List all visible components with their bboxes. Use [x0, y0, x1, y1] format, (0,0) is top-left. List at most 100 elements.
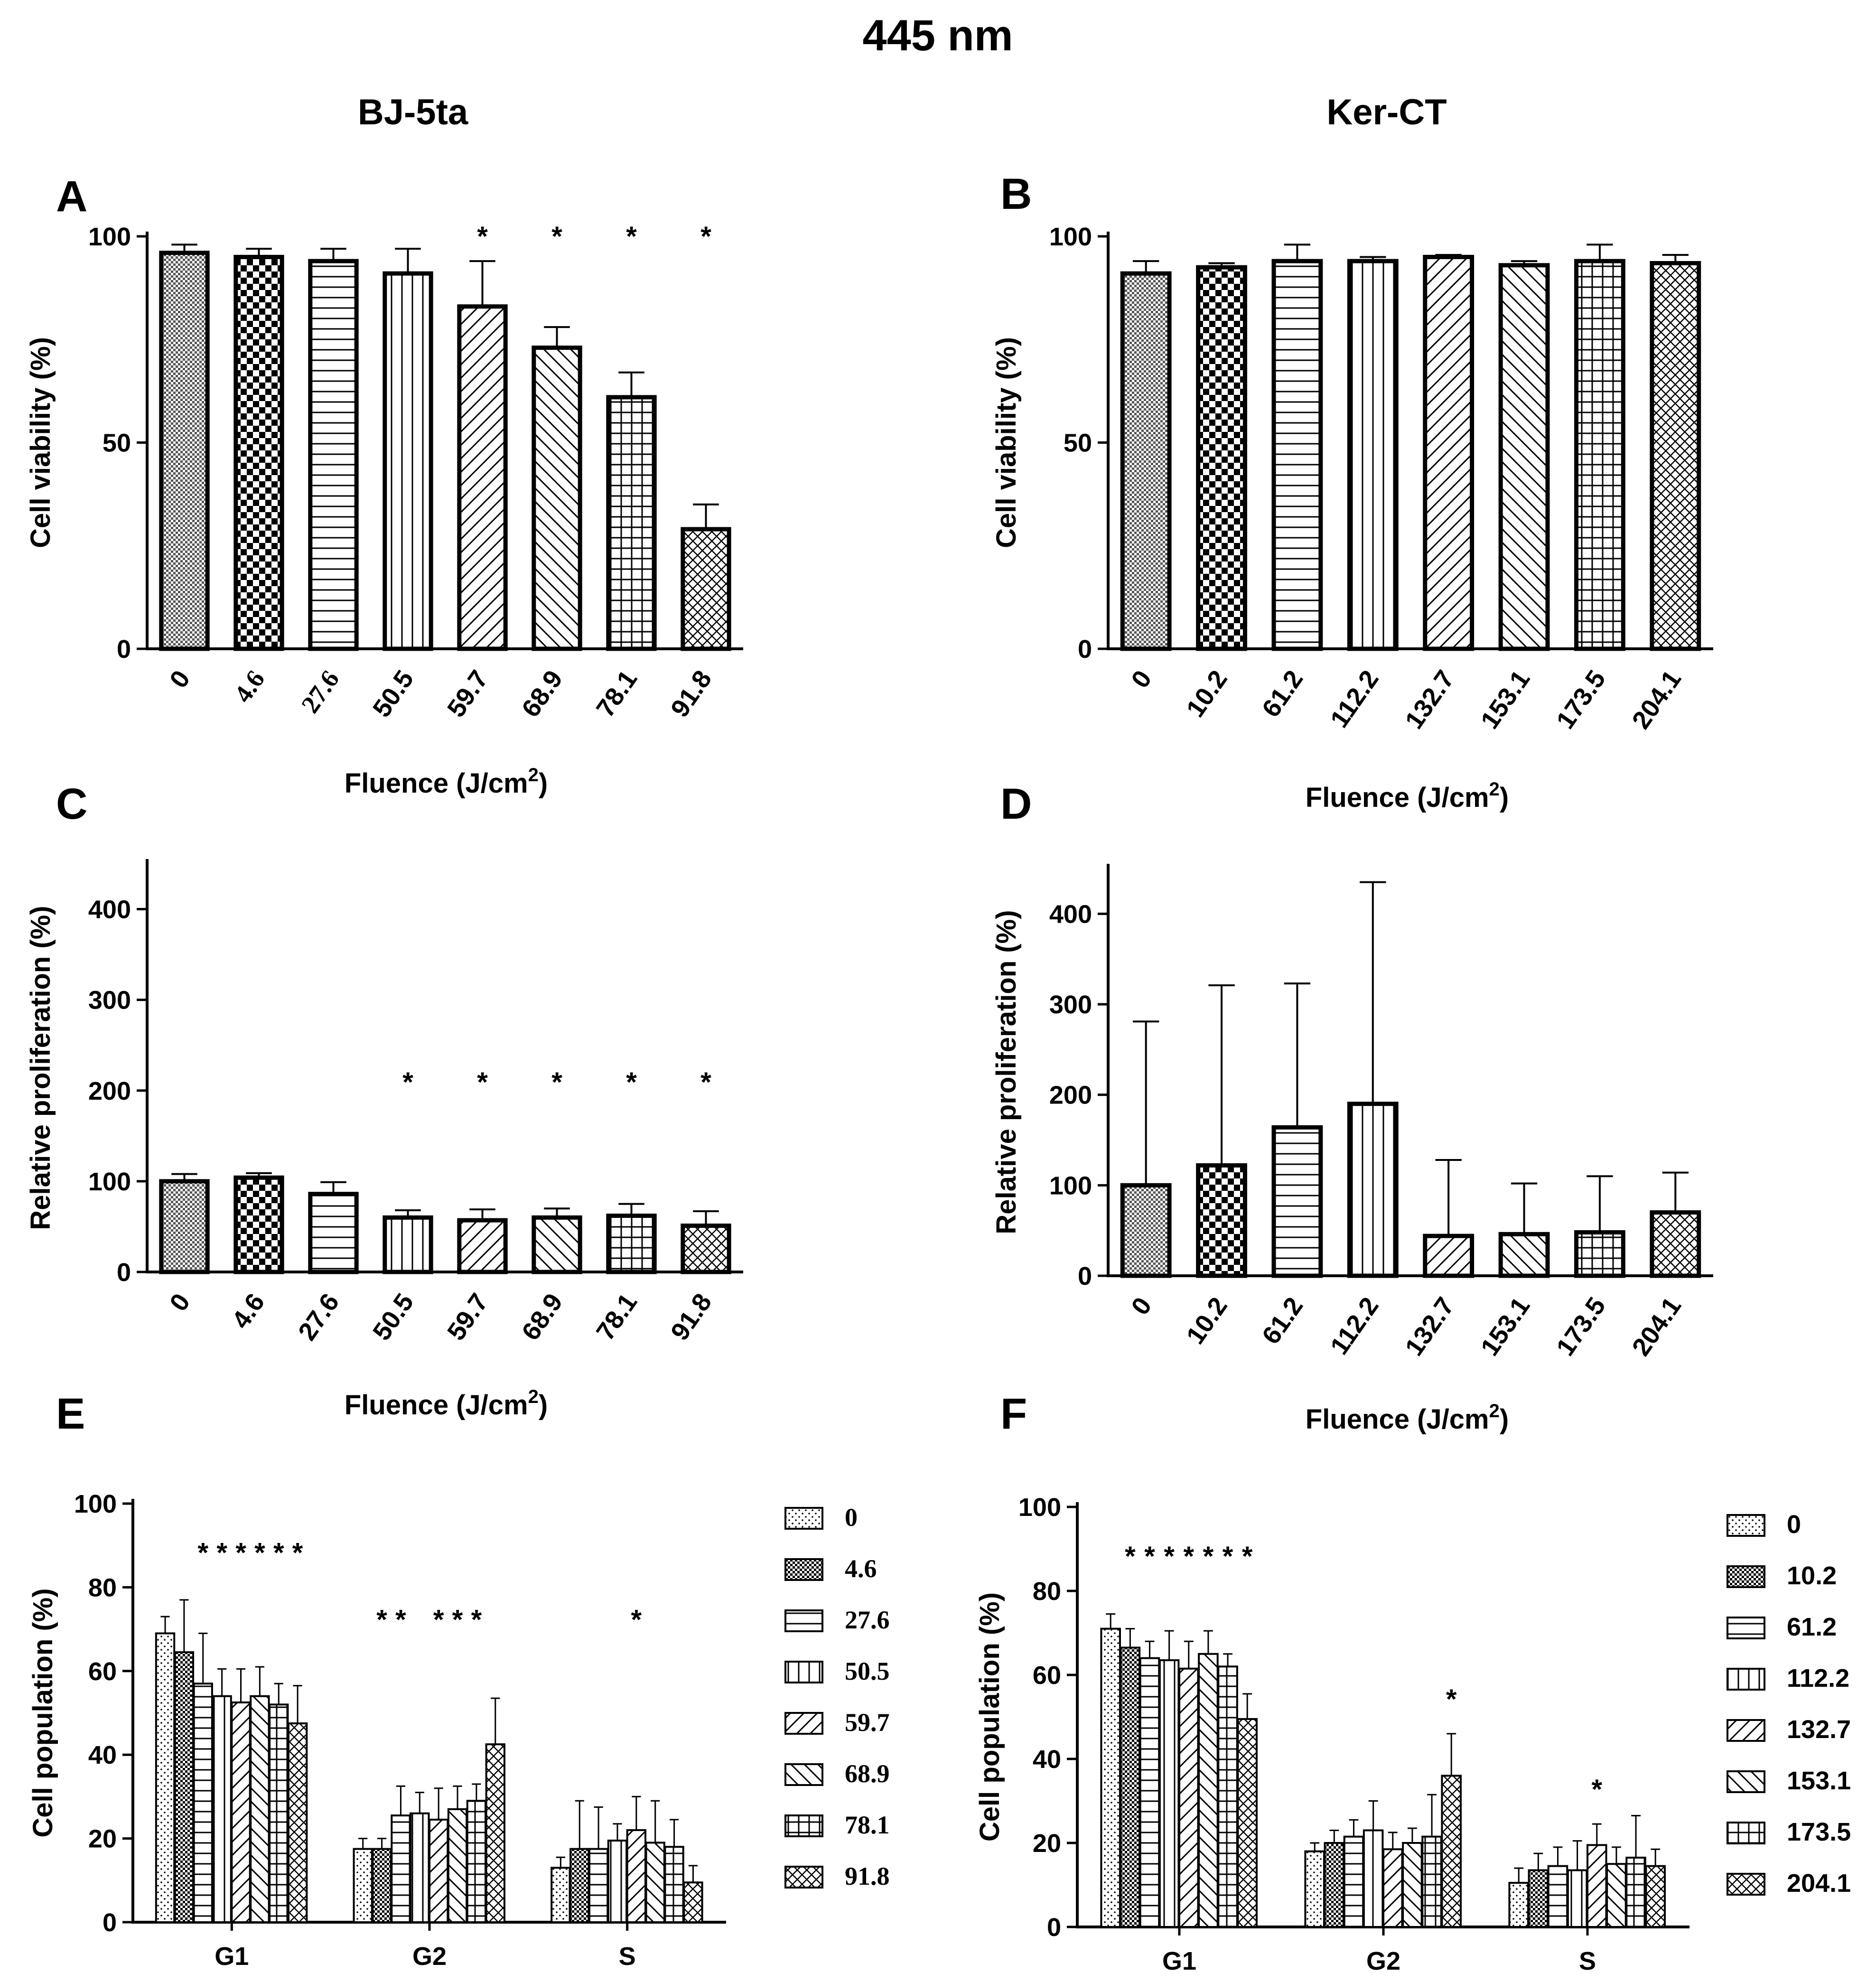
significance-star: * [700, 221, 711, 252]
y-tick-label: 40 [1033, 1745, 1061, 1774]
bar [606, 1214, 657, 1274]
panel-c-chart: C 0 100 200 300 400 Relative proliferation (%)… [25, 780, 743, 1421]
panel-a-chart: A 0 50 100 Cell viability (%) 0 4.6 27.6 50.5 * 59… [25, 172, 743, 799]
x-tick-label: 61.2 [1257, 1292, 1308, 1349]
bar [1120, 1183, 1172, 1278]
significance-star: * [1446, 1684, 1457, 1715]
bar [606, 395, 657, 651]
y-tick-label: 200 [1049, 1081, 1092, 1110]
bar [308, 259, 359, 651]
x-tick-label: 68.9 [516, 1288, 568, 1346]
significance-star: * [197, 1537, 208, 1568]
x-axis-title: Fluence (J/cm2) [345, 765, 548, 799]
significance-star: * [626, 1067, 637, 1098]
legend-swatch [1727, 1617, 1765, 1639]
y-tick-label: 200 [88, 1077, 131, 1105]
y-tick-label: 100 [88, 223, 131, 251]
panel-letter-e: E [56, 1390, 85, 1438]
bar [1421, 1835, 1442, 1928]
x-axis-title-end: ) [1500, 1404, 1509, 1435]
y-tick-label: 0 [1047, 1913, 1061, 1942]
bar [1196, 1163, 1247, 1278]
legend-swatch [1727, 1822, 1765, 1844]
legend-swatch [784, 1866, 823, 1889]
bar [1217, 1665, 1238, 1928]
bar [1645, 1865, 1666, 1928]
x-tick-label: S [619, 1942, 636, 1971]
panel-d-chart: D 0 100 200 300 400 Relative proliferation (%)… [991, 780, 1713, 1435]
y-tick-label: 0 [117, 1258, 131, 1287]
x-tick-label: G2 [1366, 1947, 1400, 1975]
bar [159, 251, 210, 651]
bar [429, 1818, 449, 1923]
column-title-bj5ta: BJ-5ta [358, 92, 468, 132]
y-tick-label: 300 [88, 986, 131, 1015]
bar [1347, 259, 1399, 651]
bar [372, 1848, 392, 1923]
y-tick-label: 20 [88, 1825, 117, 1853]
x-tick-label: 0 [1126, 665, 1157, 693]
bar [681, 527, 731, 651]
legend-label: 27.6 [845, 1606, 890, 1634]
bar [1100, 1627, 1121, 1928]
bar [664, 1846, 684, 1923]
x-tick-label: 0 [164, 665, 196, 693]
legend-swatch [784, 1814, 823, 1837]
bar [1441, 1775, 1462, 1928]
significance-star: * [477, 221, 488, 252]
bar [1423, 1234, 1475, 1278]
significance-star: * [477, 1067, 488, 1098]
bar [1574, 259, 1625, 651]
bar [231, 1701, 251, 1923]
x-tick-label: 4.6 [226, 1288, 270, 1334]
x-tick-label: 27.6 [293, 1288, 345, 1346]
bar [193, 1683, 213, 1923]
y-tick-label: 50 [103, 429, 131, 458]
legend-label: 78.1 [845, 1811, 890, 1839]
bar [1120, 271, 1172, 651]
y-axis-title: Relative proliferation (%) [25, 906, 56, 1230]
significance-star: * [292, 1537, 303, 1568]
significance-star: * [235, 1537, 246, 1568]
x-axis-title-end: ) [539, 768, 548, 799]
bar [457, 304, 508, 651]
x-axis-title-text: Fluence (J/cm [345, 768, 528, 799]
x-axis-title: Fluence (J/cm2) [1306, 779, 1509, 813]
y-tick-label: 400 [88, 896, 131, 924]
y-tick-label: 0 [103, 1908, 117, 1937]
x-tick-label: 10.2 [1181, 665, 1232, 722]
legend-label: 112.2 [1787, 1664, 1849, 1692]
legend-label: 153.1 [1787, 1767, 1851, 1795]
legend-label: 132.7 [1787, 1715, 1851, 1744]
bar [1271, 1125, 1323, 1278]
x-tick-label: 4.6 [228, 665, 270, 708]
bar [391, 1814, 411, 1924]
bar [588, 1848, 609, 1923]
significance-star: * [376, 1605, 387, 1636]
significance-star: * [254, 1537, 265, 1568]
bar [1237, 1718, 1258, 1928]
significance-star: * [1125, 1541, 1136, 1572]
legend-swatch [1727, 1770, 1765, 1793]
x-axis-title-text: Fluence (J/cm [1306, 782, 1489, 813]
bar [569, 1848, 590, 1923]
legend-label: 61.2 [1787, 1613, 1837, 1641]
bar [607, 1840, 628, 1924]
bar [626, 1829, 646, 1923]
panel-letter-f: F [1000, 1390, 1027, 1438]
x-tick-label: 50.5 [367, 665, 419, 722]
x-axis-title-superscript: 2 [1489, 1401, 1500, 1421]
x-tick-label: 78.1 [591, 1288, 643, 1346]
legend-swatch [784, 1763, 823, 1786]
legend-swatch [784, 1507, 823, 1530]
legend-swatch [1727, 1719, 1765, 1742]
y-tick-label: 100 [74, 1490, 117, 1518]
x-tick-label: 27.6 [296, 665, 345, 718]
x-tick-label: 112.2 [1325, 1292, 1384, 1360]
legend-swatch [784, 1609, 823, 1632]
figure-title: 445 nm [862, 11, 1013, 60]
x-tick-label: 0 [1126, 1292, 1157, 1320]
legend-label: 91.8 [845, 1862, 890, 1890]
legend-swatch [784, 1661, 823, 1683]
